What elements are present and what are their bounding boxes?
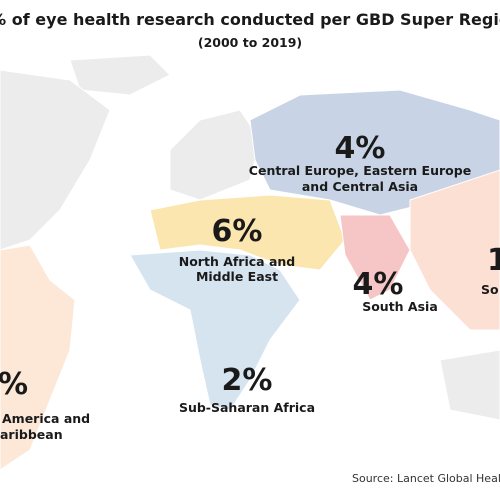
land-shape — [439, 349, 500, 421]
region-shape — [409, 169, 500, 331]
subtitle: (2000 to 2019) — [198, 35, 302, 50]
region-value: 2% — [222, 363, 273, 398]
region-shape — [149, 194, 346, 271]
land-shape — [0, 69, 111, 251]
land-shape — [69, 54, 171, 96]
title: % of eye health research conducted per G… — [0, 10, 500, 29]
region-value: 4% — [353, 267, 404, 302]
region-shape — [129, 249, 301, 411]
region-label: and Central Asia — [302, 179, 418, 194]
land-shape — [169, 109, 261, 201]
region-label: America and — [2, 411, 90, 426]
region-value: 6% — [212, 214, 263, 249]
land — [0, 54, 500, 471]
region-shape — [339, 214, 411, 301]
source: Source: Lancet Global Health C — [352, 472, 500, 485]
region-label: aribbean — [0, 427, 63, 442]
region-label: Central Europe, Eastern Europe — [249, 163, 471, 178]
region-label: South Asia — [362, 299, 438, 314]
region-label: Sub-Saharan Africa — [179, 400, 315, 415]
region-value: 1 — [487, 243, 500, 278]
region-label: Middle East — [196, 269, 278, 284]
region-shape — [0, 244, 76, 471]
region-value: 4% — [335, 131, 386, 166]
region-value: % — [0, 367, 28, 402]
region-label: So — [481, 282, 499, 297]
region-label: North Africa and — [179, 254, 295, 269]
